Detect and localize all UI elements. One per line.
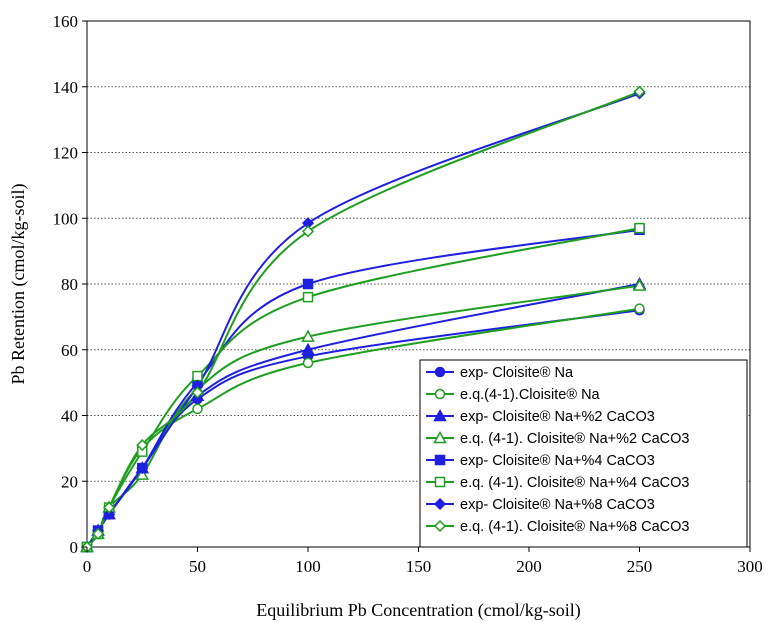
y-axis-ticks: 0 20 40 60 80 100 120 140 160 (53, 12, 87, 557)
x-tick-label: 300 (737, 557, 763, 576)
legend-marker (434, 454, 446, 466)
legend-entry: e.q. (4-1). Cloisite® Na+%4 CaCO3 (426, 475, 689, 491)
data-point-1 (634, 303, 645, 314)
data-point-1 (302, 357, 314, 369)
y-tick-label: 0 (70, 538, 79, 557)
legend-entry: e.q. (4-1). Cloisite® Na+%2 CaCO3 (426, 430, 689, 447)
data-point-7 (301, 225, 315, 238)
x-tick-label: 150 (406, 557, 432, 576)
data-point-6 (136, 462, 149, 475)
y-tick-label: 20 (61, 472, 78, 491)
data-point-5 (634, 222, 645, 234)
x-tick-label: 200 (516, 557, 542, 576)
legend-label: exp- Cloisite® Na (460, 365, 574, 381)
y-tick-label: 160 (53, 12, 79, 31)
data-point-6 (103, 508, 116, 521)
series-markers (80, 85, 647, 554)
data-point-2 (301, 342, 315, 355)
x-tick-label: 100 (295, 557, 321, 576)
y-tick-label: 140 (53, 78, 79, 97)
legend-marker (434, 476, 446, 488)
x-tick-label: 250 (627, 557, 653, 576)
legend-entry: exp- Cloisite® Na (426, 365, 574, 381)
legend-entry: e.q. (4-1). Cloisite® Na+%8 CaCO3 (426, 519, 689, 535)
data-point-3 (632, 278, 647, 291)
legend-marker (434, 388, 446, 400)
data-point-7 (103, 501, 116, 514)
data-point-5 (192, 370, 203, 382)
legend-label: exp- Cloisite® Na+%2 CaCO3 (460, 409, 655, 425)
y-tick-label: 40 (61, 407, 78, 426)
legend-label: exp- Cloisite® Na+%4 CaCO3 (460, 453, 655, 469)
data-point-3 (135, 467, 150, 480)
y-axis-title: Pb Retention (cmol/kg-soil) (8, 184, 29, 385)
legend-label: e.q. (4-1). Cloisite® Na+%8 CaCO3 (460, 519, 689, 535)
legend-label: exp- Cloisite® Na+%8 CaCO3 (460, 497, 655, 513)
data-point-3 (301, 329, 315, 342)
legend-entry: exp- Cloisite® Na+%4 CaCO3 (426, 453, 655, 469)
legend-label: e.q. (4-1). Cloisite® Na+%2 CaCO3 (460, 431, 689, 447)
x-axis-title: Equilibrium Pb Concentration (cmol/kg-so… (256, 600, 580, 621)
legend-entry: exp- Cloisite® Na+%2 CaCO3 (426, 408, 655, 425)
y-tick-label: 80 (61, 275, 78, 294)
legend-entry: e.q.(4-1).Cloisite® Na (426, 387, 601, 403)
legend-marker (433, 430, 447, 444)
legend-entry: exp- Cloisite® Na+%8 CaCO3 (426, 497, 655, 513)
data-point-7 (91, 527, 105, 540)
legend-marker (433, 408, 447, 422)
data-point-7 (136, 439, 149, 452)
legend-marker (433, 497, 447, 511)
data-point-4 (302, 278, 314, 290)
y-tick-label: 100 (53, 209, 79, 228)
legend: exp- Cloisite® Na e.q.(4-1).Cloisite® Na e… (419, 359, 748, 548)
data-point-5 (302, 291, 314, 303)
legend-label: e.q.(4-1).Cloisite® Na (460, 387, 601, 403)
legend-marker (433, 519, 447, 533)
data-point-7 (633, 85, 646, 98)
x-axis-ticks: 0 50 100 150 200 250 300 (83, 547, 763, 576)
y-tick-label: 60 (61, 341, 78, 360)
legend-label: e.q. (4-1). Cloisite® Na+%4 CaCO3 (460, 475, 689, 491)
y-tick-label: 120 (53, 144, 79, 163)
legend-items: exp- Cloisite® Na e.q.(4-1).Cloisite® Na e… (426, 365, 689, 535)
data-point-1 (192, 403, 203, 415)
x-tick-label: 0 (83, 557, 92, 576)
legend-marker (434, 366, 446, 378)
legend-box (419, 359, 748, 548)
x-tick-label: 50 (189, 557, 206, 576)
data-point-7 (191, 386, 204, 399)
